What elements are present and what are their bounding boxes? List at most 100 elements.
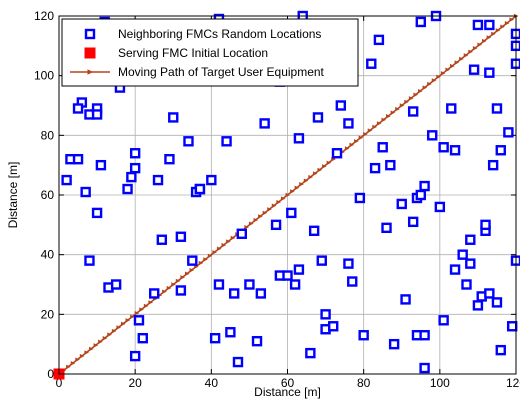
path-marker	[294, 185, 300, 191]
fmc-point	[129, 148, 141, 159]
fmc-point	[388, 338, 400, 350]
path-marker	[472, 46, 478, 51]
path-marker	[427, 81, 432, 87]
path-marker	[226, 239, 231, 244]
path-marker	[267, 207, 272, 212]
fmc-point	[126, 171, 137, 183]
fmc-point	[503, 127, 514, 138]
fmc-point	[244, 279, 255, 290]
path-marker	[253, 217, 259, 223]
path-marker	[184, 271, 190, 276]
legend-item: Moving Path of Target User Equipment	[70, 65, 325, 79]
fmc-point	[61, 174, 72, 186]
fmc-point	[396, 198, 407, 210]
path-marker	[139, 307, 144, 312]
path-marker	[102, 336, 108, 341]
fmc-point	[110, 279, 122, 290]
fmc-point	[209, 333, 221, 344]
path-marker	[88, 346, 94, 352]
fmc-point	[472, 19, 484, 31]
path-marker	[422, 85, 428, 90]
fmc-point	[347, 276, 358, 287]
fmc-point	[400, 294, 411, 305]
path-marker	[116, 325, 122, 330]
fmc-point	[419, 330, 430, 341]
path-marker	[418, 88, 423, 94]
fmc-point	[133, 315, 145, 326]
fmc-point	[449, 145, 461, 156]
path-marker	[486, 35, 492, 40]
path-marker	[495, 28, 501, 33]
fmc-point	[225, 327, 236, 338]
path-marker	[203, 257, 208, 262]
legend-symbol-hollow-square	[84, 28, 96, 40]
legend-item: Neighboring FMCs Random Locations	[84, 27, 321, 41]
path-marker	[258, 214, 263, 219]
fmc-point	[289, 279, 301, 290]
fmc-point	[343, 118, 354, 129]
path-marker	[491, 31, 496, 37]
x-tick-label: 120	[506, 376, 520, 390]
fmc-point	[419, 362, 430, 374]
path-marker	[390, 110, 396, 115]
y-tick-label: 80	[41, 128, 55, 142]
path-marker	[395, 106, 400, 112]
fmc-point	[175, 231, 187, 242]
fmc-point	[164, 153, 175, 165]
fmc-point	[343, 258, 354, 269]
fmc-point	[286, 207, 297, 219]
fmc-point	[487, 159, 499, 171]
fmc-point	[506, 321, 518, 332]
path-marker	[221, 242, 227, 248]
fmc-point	[194, 183, 206, 195]
path-marker	[143, 303, 149, 309]
legend-label: Neighboring FMCs Random Locations	[118, 27, 321, 41]
fmc-point	[465, 258, 476, 269]
path-marker	[125, 318, 131, 323]
fmc-point	[80, 186, 91, 198]
fmc-point	[206, 174, 217, 186]
fmc-point	[72, 153, 84, 165]
path-marker	[280, 196, 286, 201]
path-marker	[66, 364, 71, 370]
fmc-point	[137, 333, 148, 344]
path-marker	[463, 53, 469, 58]
fmc-point	[457, 249, 468, 260]
fmc-point	[381, 222, 392, 234]
y-axis-label: Distance [m]	[6, 162, 20, 229]
path-marker	[166, 285, 172, 291]
path-marker	[262, 210, 268, 216]
y-tick-label: 60	[41, 188, 55, 202]
legend-item: Serving FMC Initial Location	[84, 46, 268, 60]
fmc-point	[259, 118, 270, 129]
fmc-point	[449, 264, 461, 275]
path-marker	[477, 42, 483, 47]
fmc-point	[293, 133, 305, 144]
fmc-point	[91, 109, 103, 120]
fmc-point	[407, 106, 419, 117]
fmc-point	[270, 219, 282, 231]
path-marker	[308, 174, 313, 180]
path-marker	[93, 343, 99, 348]
fmc-point	[305, 347, 316, 359]
path-marker	[482, 38, 487, 44]
path-marker	[504, 20, 510, 26]
fmc-point	[308, 225, 320, 237]
path-marker	[468, 49, 473, 54]
fmc-point	[480, 219, 491, 231]
path-marker	[500, 24, 505, 29]
fmc-point	[293, 264, 305, 275]
fmc-point	[232, 356, 244, 368]
path-marker	[162, 289, 167, 294]
fmc-point	[358, 330, 369, 341]
path-marker	[79, 353, 85, 359]
fmc-point	[149, 288, 160, 299]
path-marker	[363, 131, 368, 137]
fmc-point	[331, 148, 343, 159]
legend-symbol-filled-square	[84, 47, 96, 59]
fmc-point	[316, 255, 327, 266]
fmc-point	[221, 136, 232, 147]
fmc-point	[228, 288, 240, 299]
fmc-point	[377, 142, 388, 153]
